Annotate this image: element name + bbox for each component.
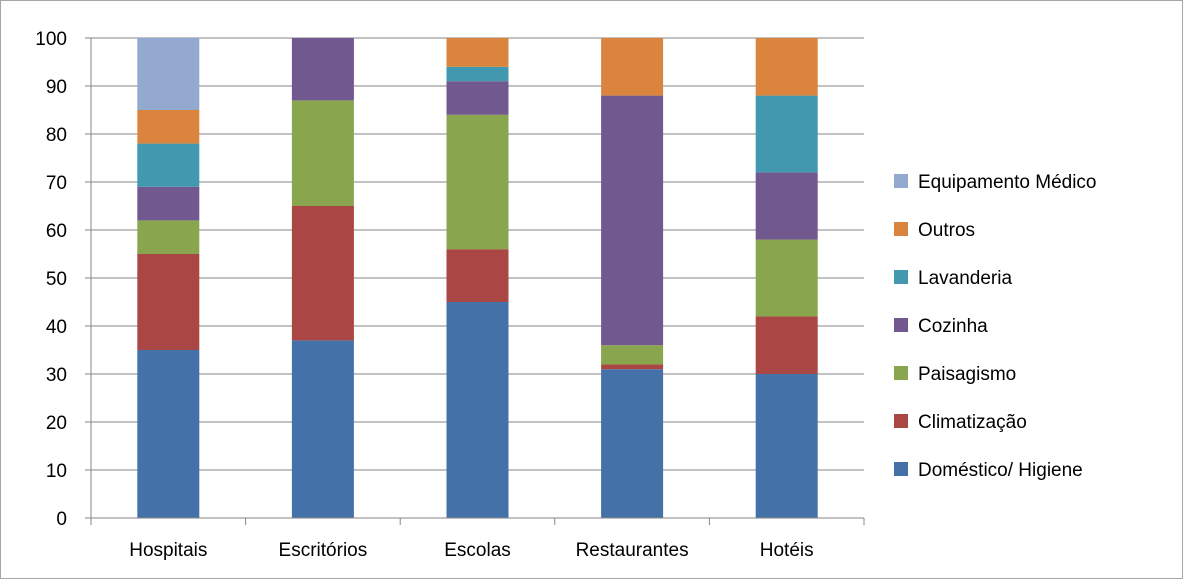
legend-swatch <box>894 222 908 236</box>
y-tick-label: 30 <box>46 365 67 386</box>
legend-swatch <box>894 414 908 428</box>
legend: Equipamento Médico Outros Lavanderia Cozinh… <box>894 172 1097 481</box>
y-tick-label: 40 <box>46 317 67 338</box>
bar-segment <box>601 364 664 370</box>
bar-segment <box>601 95 664 346</box>
bar-segment <box>755 172 818 240</box>
bar-segment <box>601 345 664 365</box>
bar-segment <box>601 369 664 518</box>
legend-label: Equipamento Médico <box>918 172 1097 193</box>
y-tick-label: 50 <box>46 269 67 290</box>
bar-segment <box>446 114 509 250</box>
x-tick-label: Restaurantes <box>576 540 689 561</box>
bars <box>137 38 818 518</box>
legend-swatch <box>894 174 908 188</box>
y-tick-label: 100 <box>35 29 67 50</box>
y-tick-label: 0 <box>56 509 67 530</box>
bar-segment <box>137 350 200 518</box>
y-tick-label: 80 <box>46 125 67 146</box>
bar-segment <box>755 316 818 374</box>
y-tick-label: 20 <box>46 413 67 434</box>
y-tick-label: 10 <box>46 461 67 482</box>
y-tick-label: 60 <box>46 221 67 242</box>
bar-segment <box>137 220 200 254</box>
bar-segment <box>137 254 200 350</box>
bar-segment <box>137 38 200 110</box>
x-tick-label: Escolas <box>444 540 511 561</box>
legend-swatch <box>894 366 908 380</box>
legend-swatch <box>894 462 908 476</box>
bar-segment <box>755 38 818 96</box>
y-tick-label: 70 <box>46 173 67 194</box>
legend-swatch <box>894 270 908 284</box>
y-tick-label: 90 <box>46 77 67 98</box>
x-tick-label: Hospitais <box>129 540 207 561</box>
bar-segment <box>291 100 354 206</box>
axes: 0 10 20 30 40 50 60 70 80 90 100 Hospitais Escritóri… <box>35 29 865 561</box>
legend-swatch <box>894 318 908 332</box>
legend-label: Paisagismo <box>918 364 1016 385</box>
bar-segment <box>755 239 818 317</box>
legend-label: Cozinha <box>918 316 988 337</box>
bar-segment <box>601 38 664 96</box>
bar-segment <box>446 302 509 518</box>
legend-label: Lavanderia <box>918 268 1012 289</box>
bar-segment <box>291 38 354 101</box>
legend-label: Doméstico/ Higiene <box>918 460 1083 481</box>
bar-segment <box>137 110 200 144</box>
bar-segment <box>137 186 200 221</box>
bar-segment <box>137 143 200 187</box>
bar-segment <box>446 81 509 115</box>
bar-segment <box>291 206 354 341</box>
bar-segment <box>291 340 354 518</box>
bar-segment <box>446 249 509 302</box>
x-tick-label: Escritórios <box>279 540 368 561</box>
legend-label: Outros <box>918 220 975 241</box>
legend-label: Climatização <box>918 412 1027 433</box>
bar-segment <box>446 66 509 82</box>
x-tick-label: Hotéis <box>760 540 814 561</box>
bar-segment <box>755 95 818 173</box>
bar-segment <box>755 374 818 518</box>
bar-segment <box>446 38 509 67</box>
